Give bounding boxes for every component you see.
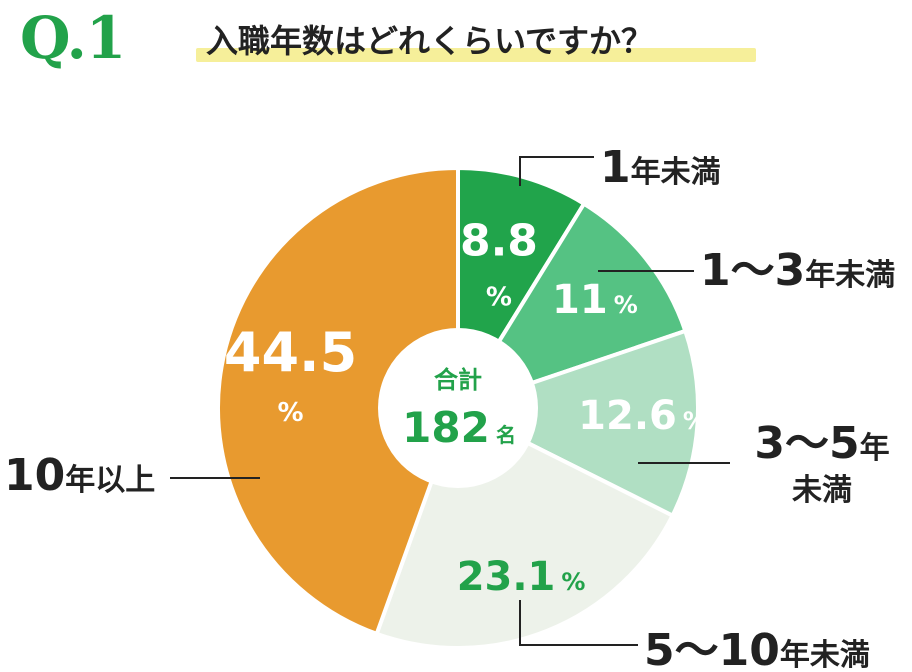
slice-value-label-5: 44.5% — [224, 321, 357, 428]
leader-line-1 — [519, 156, 594, 186]
slice-value-label-3: 12.6% — [578, 393, 707, 439]
category-label-4: 5〜10年未満 — [644, 625, 870, 672]
slice-value-label-2: 11% — [552, 277, 638, 323]
slice-value-label-1: 8.8% — [460, 216, 538, 313]
category-label-3: 3〜5年未満 — [754, 418, 889, 508]
center-hole — [378, 328, 538, 488]
category-label-5: 10年以上 — [4, 450, 155, 501]
question-text: 入職年数はどれくらいですか？ — [206, 22, 654, 60]
center-total-unit: 名 — [496, 423, 516, 447]
pie-slice-3 — [452, 328, 700, 519]
center-total-value: 182 — [402, 403, 490, 452]
category-label-1: 1年未満 — [600, 142, 721, 193]
pie-slice-5 — [216, 165, 460, 637]
question-highlight — [196, 48, 756, 62]
category-label-2: 1〜3年未満 — [700, 245, 895, 296]
slice-value-label-4: 23.1% — [457, 554, 586, 600]
leader-line-4 — [519, 600, 638, 646]
center-total-label: 合計 — [434, 366, 482, 394]
question-number: Q.1 — [20, 4, 126, 72]
